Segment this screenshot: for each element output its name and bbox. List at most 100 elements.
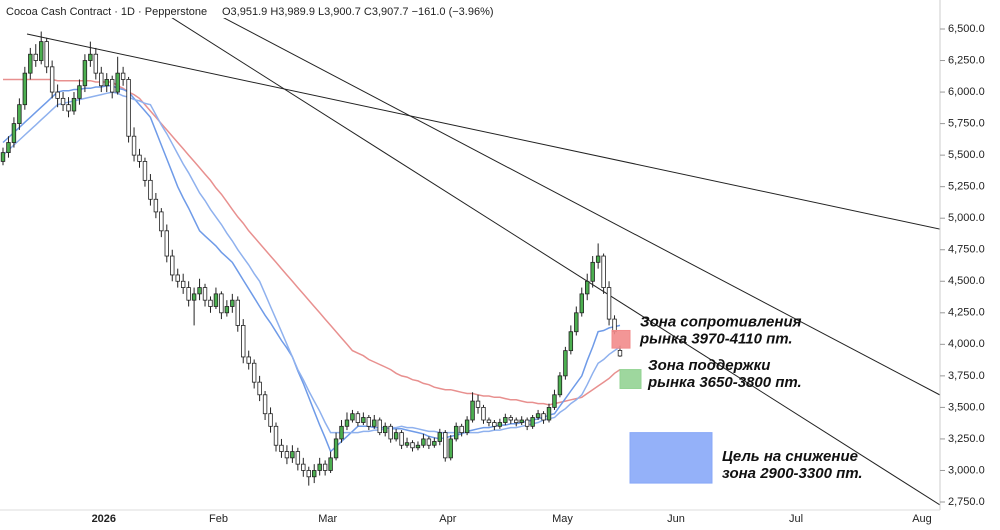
trend-line	[171, 18, 940, 506]
y-tick-label: 3,000.0	[948, 464, 985, 476]
zone-label: рынка 3650-3800 пт.	[647, 374, 802, 391]
candle-body	[404, 442, 410, 446]
candle-body	[55, 91, 60, 99]
candle-body	[224, 306, 230, 314]
candle-body	[443, 432, 448, 459]
zone-box	[629, 432, 713, 484]
candle-body	[219, 293, 224, 314]
candle-body	[601, 255, 606, 288]
candle-body	[388, 425, 393, 440]
candle-body	[137, 154, 142, 162]
candle-body	[606, 287, 612, 320]
zone-label: рынка 3970-4110 пт.	[639, 330, 793, 347]
zone-label: Зона сопротивления	[640, 313, 802, 330]
candle-body	[595, 255, 601, 263]
candle-body	[552, 394, 557, 408]
x-tick-label: Feb	[209, 513, 228, 525]
candle-body	[110, 79, 115, 93]
y-tick-label: 5,750.0	[948, 118, 985, 130]
candle-body	[470, 400, 475, 421]
y-tick-label: 4,500.0	[948, 275, 985, 287]
candle-body	[546, 406, 552, 421]
candle-body	[481, 406, 486, 421]
x-tick-label: May	[552, 513, 573, 525]
candle-body	[557, 375, 563, 396]
candle-body	[235, 299, 240, 326]
candle-body	[306, 470, 311, 478]
candle-body	[131, 135, 137, 156]
candle-body	[262, 394, 268, 415]
y-tick-label: 3,750.0	[948, 370, 985, 382]
y-tick-label: 5,000.0	[948, 212, 985, 224]
candle-body	[202, 287, 208, 301]
candle-body	[541, 413, 546, 421]
candle-body	[617, 350, 623, 357]
y-tick-label: 6,000.0	[948, 86, 985, 98]
candle-body	[377, 419, 382, 434]
candle-body	[486, 419, 492, 423]
candle-body	[421, 438, 426, 446]
candle-body	[180, 280, 186, 288]
candle-body	[197, 287, 202, 295]
candle-body	[279, 444, 284, 452]
candle-body	[11, 123, 17, 143]
candle-body	[579, 293, 584, 314]
candle-body	[39, 41, 44, 61]
candle-body	[568, 331, 574, 352]
x-tick-label: Jul	[789, 513, 803, 525]
candle-body	[328, 457, 333, 471]
candle-body	[530, 417, 535, 427]
candle-body	[492, 422, 497, 427]
candle-body	[372, 419, 377, 427]
candle-body	[6, 142, 11, 154]
candle-body	[49, 66, 55, 93]
candle-body	[503, 417, 508, 423]
candle-body	[170, 255, 175, 276]
candle-body	[99, 72, 104, 87]
candle-body	[426, 438, 432, 446]
y-tick-label: 5,250.0	[948, 181, 985, 193]
candle-body	[410, 442, 415, 449]
candle-body	[475, 400, 481, 408]
chart-title: Cocoa Cash Contract · 1D · Pepperstone	[6, 6, 207, 18]
candle-body	[464, 419, 470, 434]
candle-body	[437, 432, 442, 442]
candle-body	[415, 444, 421, 449]
candle-body	[524, 419, 530, 427]
candle-body	[519, 419, 524, 423]
candle-body	[508, 417, 513, 421]
candle-body	[251, 362, 257, 383]
y-tick-label: 4,250.0	[948, 307, 985, 319]
y-tick-label: 4,750.0	[948, 244, 985, 256]
y-tick-label: 2,750.0	[948, 496, 985, 508]
candle-body	[153, 198, 159, 213]
candle-body	[585, 280, 590, 295]
y-tick-label: 5,500.0	[948, 149, 985, 161]
candle-body	[268, 413, 273, 427]
moving-average-line	[2, 91, 621, 434]
candle-body	[60, 97, 66, 106]
candle-body	[361, 417, 366, 423]
candle-body	[120, 72, 126, 80]
candle-body	[142, 161, 148, 181]
trend-line	[223, 18, 940, 396]
candle-body	[0, 152, 6, 162]
candle-body	[382, 425, 388, 434]
candle-body	[612, 318, 617, 333]
candle-body	[17, 104, 22, 125]
candle-body	[191, 293, 197, 301]
candle-body	[82, 60, 88, 87]
candle-body	[22, 72, 28, 106]
candle-body	[115, 72, 120, 93]
candle-body	[514, 419, 519, 423]
candle-body	[213, 293, 219, 307]
candle-body	[246, 356, 251, 364]
candle-body	[350, 413, 355, 421]
candle-body	[88, 53, 93, 61]
candle-body	[453, 425, 459, 440]
candle-body	[175, 274, 180, 282]
candle-body	[230, 299, 235, 307]
candle-body	[28, 53, 33, 74]
candle-body	[208, 299, 213, 307]
candle-body	[66, 104, 71, 112]
